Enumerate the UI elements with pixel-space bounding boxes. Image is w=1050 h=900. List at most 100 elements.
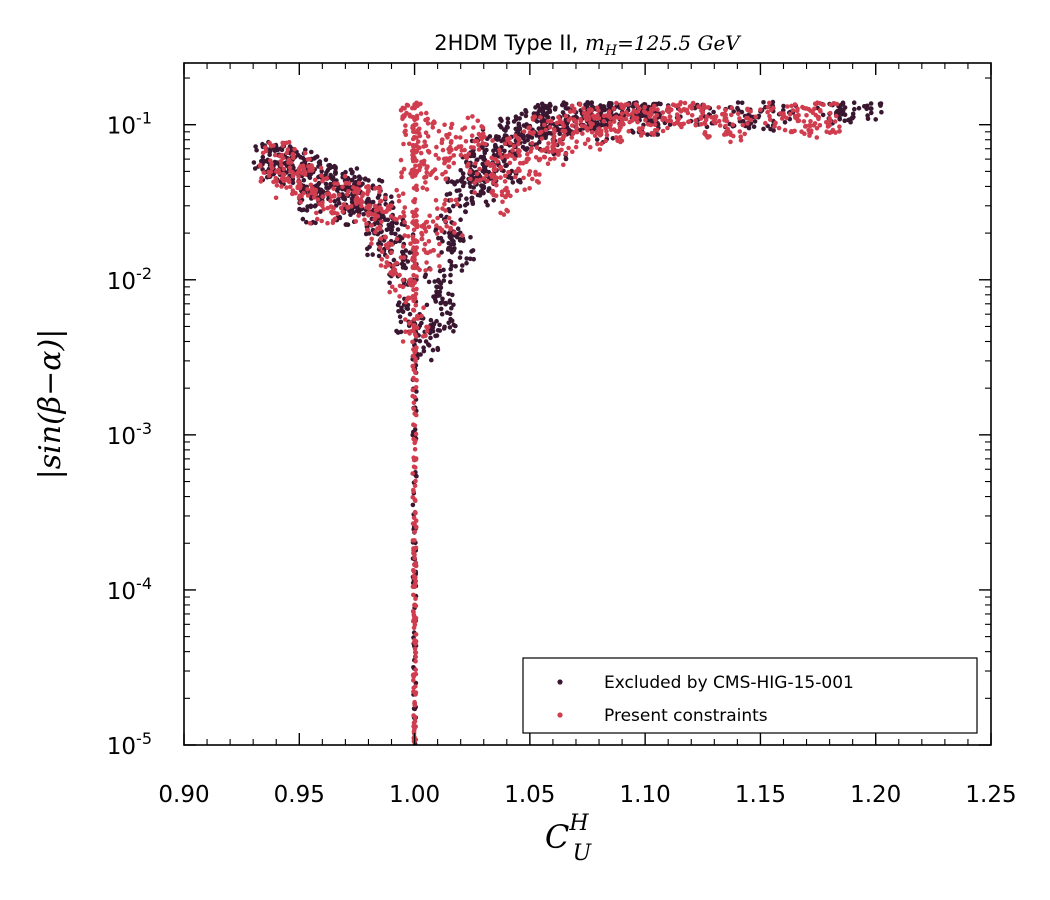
data-point bbox=[378, 263, 384, 268]
data-point bbox=[365, 227, 370, 233]
data-point bbox=[765, 104, 771, 110]
data-point bbox=[404, 305, 409, 311]
series-0-points bbox=[251, 99, 884, 745]
data-point bbox=[817, 101, 823, 106]
data-point bbox=[652, 122, 658, 128]
data-point bbox=[469, 198, 475, 204]
data-point bbox=[279, 184, 284, 189]
data-point bbox=[414, 135, 419, 140]
data-point bbox=[411, 592, 416, 598]
data-point bbox=[412, 646, 418, 652]
data-point bbox=[343, 222, 349, 227]
data-point bbox=[503, 163, 509, 168]
data-point bbox=[527, 130, 533, 135]
data-point bbox=[414, 245, 420, 250]
chart-title-math-sub: H bbox=[604, 43, 618, 59]
data-point bbox=[752, 119, 758, 124]
data-point bbox=[384, 260, 390, 265]
data-point bbox=[426, 279, 432, 285]
series-1-points bbox=[257, 100, 842, 744]
data-point bbox=[480, 145, 485, 150]
data-point bbox=[557, 131, 562, 137]
data-point bbox=[437, 293, 442, 298]
data-point bbox=[349, 204, 354, 209]
data-point bbox=[284, 150, 290, 156]
data-point bbox=[426, 239, 432, 244]
data-point bbox=[273, 175, 279, 181]
data-point bbox=[550, 149, 555, 154]
data-point bbox=[392, 216, 397, 221]
data-point bbox=[814, 135, 820, 140]
data-point bbox=[442, 219, 448, 224]
data-point bbox=[439, 250, 444, 255]
x-tick-label: 1.05 bbox=[504, 782, 555, 808]
data-point bbox=[603, 138, 608, 144]
data-point bbox=[560, 110, 566, 115]
data-point bbox=[546, 149, 552, 155]
data-point bbox=[438, 306, 444, 312]
data-point bbox=[375, 213, 381, 219]
data-point bbox=[457, 255, 463, 260]
data-point bbox=[320, 194, 326, 199]
data-point bbox=[373, 229, 378, 235]
y-tick-label: 10-2 bbox=[107, 264, 152, 295]
data-point bbox=[426, 224, 432, 230]
data-point bbox=[425, 164, 430, 169]
data-point bbox=[307, 221, 313, 226]
data-point bbox=[413, 498, 418, 504]
data-point bbox=[505, 209, 511, 214]
data-point bbox=[595, 112, 600, 118]
data-point bbox=[477, 166, 482, 172]
data-point bbox=[411, 720, 417, 726]
data-point bbox=[319, 173, 324, 178]
x-tick-label: 1.00 bbox=[389, 782, 440, 808]
data-point bbox=[581, 106, 586, 111]
data-point bbox=[477, 177, 483, 183]
data-point bbox=[402, 129, 408, 135]
data-point bbox=[828, 118, 833, 124]
data-point bbox=[499, 192, 505, 198]
data-point bbox=[267, 152, 273, 157]
data-point bbox=[729, 105, 735, 111]
data-point bbox=[313, 220, 318, 226]
data-point bbox=[401, 255, 407, 260]
data-point bbox=[792, 128, 797, 134]
data-point bbox=[723, 123, 728, 129]
data-point bbox=[873, 117, 878, 122]
data-point bbox=[530, 117, 536, 122]
data-point bbox=[411, 317, 417, 322]
legend-marker-present bbox=[557, 712, 563, 718]
data-point bbox=[649, 130, 654, 136]
data-point bbox=[324, 170, 329, 175]
data-point bbox=[401, 141, 406, 147]
data-point bbox=[412, 280, 418, 286]
data-point bbox=[808, 123, 813, 128]
data-point bbox=[340, 184, 345, 190]
data-point bbox=[435, 206, 440, 211]
data-point bbox=[274, 183, 280, 188]
data-point bbox=[498, 166, 504, 172]
data-point bbox=[393, 287, 398, 293]
data-point bbox=[643, 117, 648, 123]
data-point bbox=[458, 152, 464, 158]
data-point bbox=[434, 284, 439, 290]
data-point bbox=[452, 221, 457, 227]
data-point bbox=[635, 119, 640, 125]
x-tick-labels: 0.90 0.95 1.00 1.05 1.10 1.15 1.20 1.25 bbox=[158, 782, 1016, 808]
data-point bbox=[401, 166, 407, 172]
data-point bbox=[413, 302, 419, 308]
data-point bbox=[630, 130, 636, 135]
data-point bbox=[601, 119, 607, 124]
data-point bbox=[391, 263, 396, 268]
data-point bbox=[517, 153, 522, 158]
data-point bbox=[417, 133, 423, 139]
data-point bbox=[309, 164, 314, 170]
data-point bbox=[467, 180, 472, 186]
data-point bbox=[698, 122, 704, 127]
data-point bbox=[596, 126, 602, 131]
data-point bbox=[388, 203, 394, 208]
data-point bbox=[459, 268, 465, 273]
data-point bbox=[323, 157, 329, 163]
data-point bbox=[431, 119, 437, 124]
data-point bbox=[356, 213, 361, 218]
